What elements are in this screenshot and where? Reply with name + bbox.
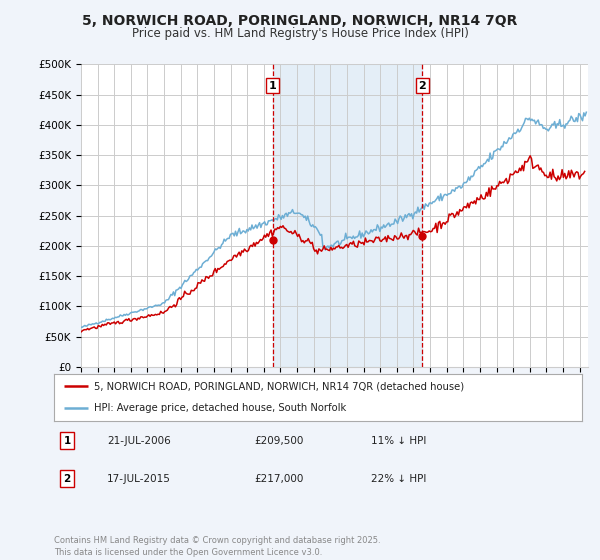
- Text: Contains HM Land Registry data © Crown copyright and database right 2025.
This d: Contains HM Land Registry data © Crown c…: [54, 536, 380, 557]
- Text: 17-JUL-2015: 17-JUL-2015: [107, 474, 170, 483]
- Text: 1: 1: [269, 81, 277, 91]
- Bar: [273, 64, 422, 367]
- Text: Price paid vs. HM Land Registry's House Price Index (HPI): Price paid vs. HM Land Registry's House …: [131, 27, 469, 40]
- Text: 5, NORWICH ROAD, PORINGLAND, NORWICH, NR14 7QR (detached house): 5, NORWICH ROAD, PORINGLAND, NORWICH, NR…: [94, 381, 464, 391]
- Text: 2: 2: [419, 81, 427, 91]
- Text: 5, NORWICH ROAD, PORINGLAND, NORWICH, NR14 7QR: 5, NORWICH ROAD, PORINGLAND, NORWICH, NR…: [82, 14, 518, 28]
- Text: HPI: Average price, detached house, South Norfolk: HPI: Average price, detached house, Sout…: [94, 403, 346, 413]
- Text: 11% ↓ HPI: 11% ↓ HPI: [371, 436, 426, 446]
- Text: £217,000: £217,000: [254, 474, 304, 483]
- Text: 1: 1: [64, 436, 71, 446]
- Text: 21-JUL-2006: 21-JUL-2006: [107, 436, 170, 446]
- Text: 2: 2: [64, 474, 71, 483]
- Text: 22% ↓ HPI: 22% ↓ HPI: [371, 474, 426, 483]
- Text: £209,500: £209,500: [254, 436, 304, 446]
